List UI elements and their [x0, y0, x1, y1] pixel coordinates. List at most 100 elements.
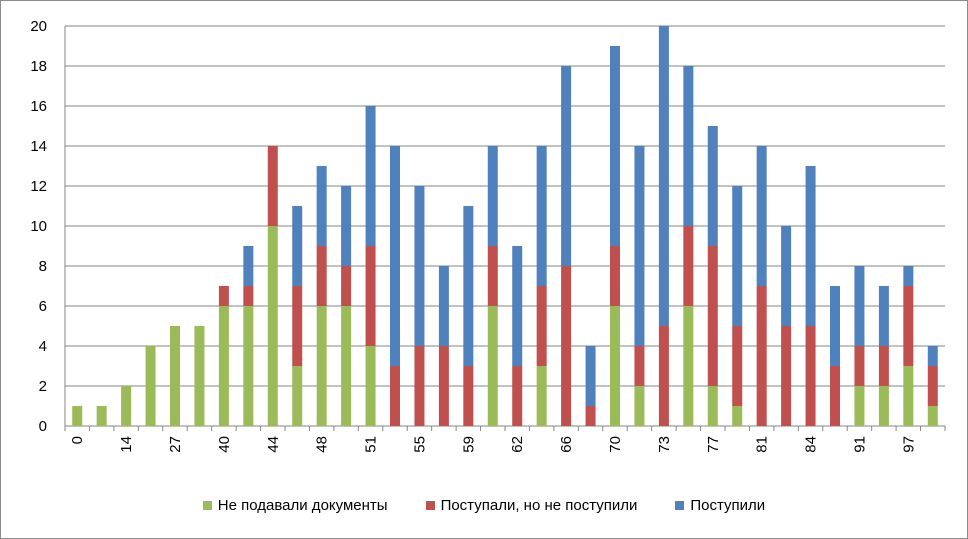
legend-label: Поступили [690, 497, 766, 514]
x-tick-label: 66 [558, 436, 575, 453]
bar-segment [561, 66, 572, 266]
x-tick-label: 81 [754, 436, 771, 453]
y-tick-label: 0 [39, 418, 47, 435]
y-tick-label: 14 [30, 138, 47, 155]
bar-segment [487, 146, 498, 246]
bar-segment [536, 146, 547, 286]
bar-segment [316, 166, 327, 246]
bar-segment [585, 346, 596, 406]
bar-segment [96, 406, 107, 426]
bar-segment [634, 346, 645, 386]
bar-segment [194, 326, 205, 426]
legend-item-admitted: Поступили [675, 497, 765, 514]
x-tick-label: 48 [314, 436, 331, 453]
x-tick-label: 0 [69, 436, 86, 444]
bar-segment [927, 346, 938, 366]
x-tick-label: 55 [411, 436, 428, 453]
x-tick-label: 97 [900, 436, 917, 453]
bar-segment [732, 186, 743, 326]
bar-segment [218, 306, 229, 426]
bar-segment [414, 346, 425, 426]
bar-segment [414, 186, 425, 346]
bar-segment [267, 226, 278, 426]
legend-label: Поступали, но не поступили [440, 497, 638, 514]
x-tick-label: 27 [167, 436, 184, 453]
y-tick-label: 18 [30, 58, 47, 75]
bar-segment [390, 146, 400, 366]
bar-segment [292, 206, 303, 286]
bar-segment [830, 286, 840, 366]
y-tick-label: 6 [39, 298, 47, 315]
bar-segment [243, 306, 254, 426]
x-tick-label: 59 [460, 436, 477, 453]
legend-swatch-blue [675, 501, 685, 510]
bar-segment [438, 346, 449, 426]
bar-segment [732, 326, 743, 406]
bar-segment [316, 306, 327, 426]
bar-segment [683, 306, 694, 426]
bar-segment [610, 246, 620, 306]
x-tick-label: 70 [607, 436, 624, 453]
bar-segment [927, 406, 938, 426]
bar-segment [781, 326, 792, 426]
x-tick-label: 73 [656, 436, 673, 453]
bar-segment [903, 286, 914, 366]
bar-segment [634, 146, 645, 346]
y-tick-label: 12 [30, 178, 47, 195]
bar-segment [243, 286, 254, 306]
legend-item-applied-not-admitted: Поступали, но не поступили [425, 497, 638, 514]
x-tick-label: 84 [803, 436, 820, 453]
bar-segment [341, 186, 352, 266]
legend-label: Не подавали документы [217, 497, 388, 514]
bar-segment [365, 246, 376, 346]
bar-segment [121, 386, 132, 426]
bar-segment [707, 386, 718, 426]
x-tick-label: 51 [363, 436, 380, 453]
bar-segment [487, 246, 498, 306]
legend-swatch-red [425, 501, 435, 510]
bar-segment [487, 306, 498, 426]
bar-segment [536, 366, 547, 426]
bar-segment [561, 266, 572, 426]
y-tick-label: 4 [39, 338, 47, 355]
bar-segment [903, 366, 914, 426]
bar-segment [756, 146, 767, 286]
bar-segment [438, 266, 449, 346]
x-tick-label: 14 [118, 436, 135, 453]
bar-segment [170, 326, 180, 426]
bar-segment [805, 166, 816, 326]
bar-segment [781, 226, 792, 326]
bar-segment [536, 286, 547, 366]
bar-segment [390, 366, 400, 426]
bar-segment [365, 106, 376, 246]
y-tick-label: 10 [30, 218, 47, 235]
bar-segment [463, 366, 474, 426]
y-tick-label: 16 [30, 98, 47, 115]
y-tick-label: 2 [39, 378, 47, 395]
bar-segment [243, 246, 254, 286]
bar-segment [72, 406, 83, 426]
bar-segment [683, 66, 694, 226]
x-tick-label: 40 [216, 436, 233, 453]
bar-segment [292, 286, 303, 366]
y-tick-label: 8 [39, 258, 47, 275]
legend: Не подавали документы Поступали, но не п… [1, 497, 967, 514]
bar-segment [634, 386, 645, 426]
bar-segment [732, 406, 743, 426]
bar-segment [512, 366, 523, 426]
bar-segment [854, 386, 865, 426]
bar-segment [610, 306, 620, 426]
legend-item-not-submitted: Не подавали документы [202, 497, 388, 514]
bar-segment [341, 306, 352, 426]
bar-segment [267, 146, 278, 226]
bar-segment [658, 26, 669, 326]
bar-segment [585, 406, 596, 426]
bar-segment [341, 266, 352, 306]
bar-segment [854, 346, 865, 386]
x-tick-label: 91 [851, 436, 868, 453]
bar-segment [854, 266, 865, 346]
bar-segment [756, 286, 767, 426]
bar-segment [463, 206, 474, 366]
